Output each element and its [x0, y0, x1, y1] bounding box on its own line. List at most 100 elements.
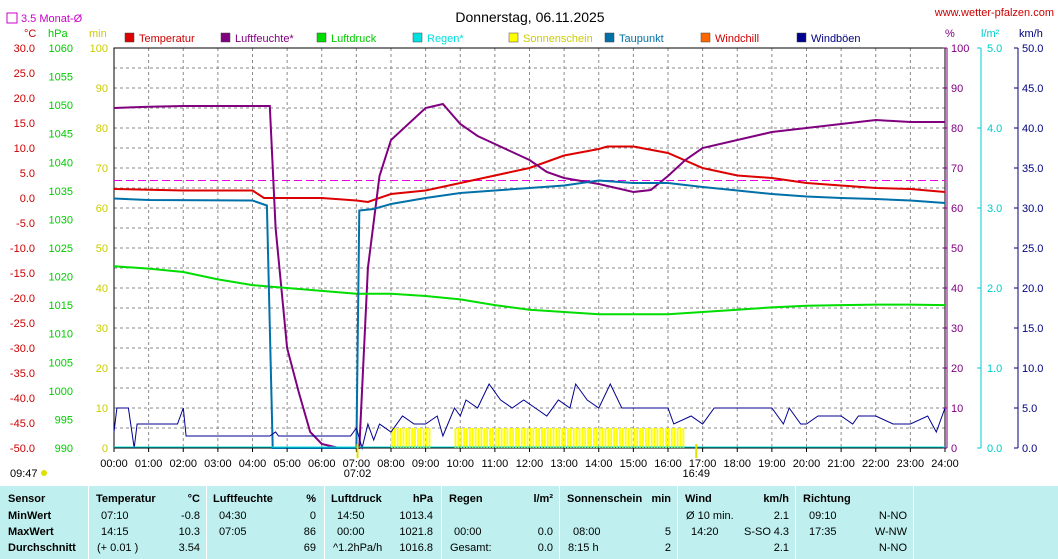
minutes-tick-label: 80	[96, 123, 108, 135]
temperature-tick-label: 25.0	[14, 68, 35, 80]
pressure-line	[113, 265, 946, 316]
temperature-tick-label: 30.0	[14, 43, 35, 55]
wind-tick-label: 10.0	[1022, 363, 1043, 375]
temperature-tick-label: -45.0	[10, 418, 35, 430]
sunshine-bar	[633, 428, 636, 448]
avg-legend-icon	[6, 12, 18, 24]
pressure-avg-note: ^1.2hPa/h	[333, 542, 383, 554]
rain-max-time: 00:00	[454, 526, 482, 538]
legend-label: Sonnenschein	[523, 33, 593, 45]
pressure-tick-label: 1050	[49, 100, 73, 112]
time-tick-label: 21:00	[827, 458, 855, 470]
humidity-max-time: 07:05	[219, 526, 247, 538]
pressure-max-time: 00:00	[337, 526, 365, 538]
sunshine-bar	[598, 428, 601, 448]
sunshine-bar	[676, 428, 679, 448]
sunshine-bar	[653, 428, 656, 448]
minutes-tick-label: 100	[90, 43, 108, 55]
temperature-tick-label: -10.0	[10, 243, 35, 255]
rain-tick-label: 4.0	[987, 123, 1002, 135]
sunshine-bar	[509, 428, 512, 448]
direction-column: Richtung 09:10 N-NO 17:35 W-NW N-NO	[795, 486, 913, 559]
sunshine-bar	[425, 428, 428, 448]
sunshine-bar	[647, 428, 650, 448]
rain-sum-value: 0.0	[537, 542, 553, 554]
sunshine-bar	[497, 428, 500, 448]
legend-label: Luftfeuchte*	[235, 33, 294, 45]
sunshine-unit: min	[651, 493, 671, 505]
wind-title: Wind	[685, 493, 712, 505]
sunshine-bar	[630, 428, 633, 448]
sunshine-bar	[538, 428, 541, 448]
sunshine-bar	[414, 428, 416, 448]
sunshine-bar	[624, 428, 627, 448]
sunshine-bar	[526, 428, 529, 448]
sunshine-bar	[618, 428, 621, 448]
sunshine-bar	[659, 428, 662, 448]
wind-max-direction: S-SO	[744, 526, 771, 538]
sunshine-bar	[604, 428, 607, 448]
row-label-max: MaxWert	[8, 526, 54, 538]
legend-swatch	[508, 32, 519, 43]
rain-column: Regen l/m² 00:00 0.0 Gesamt: 0.0	[441, 486, 559, 559]
sunshine-sum-value: 2	[664, 542, 671, 554]
summary-table: Sensor MinWert MaxWert Durchschnitt Temp…	[0, 486, 1058, 559]
sunshine-bar	[584, 428, 587, 448]
humidity-tick-label: 100	[951, 43, 969, 55]
legend-swatch	[604, 32, 615, 43]
wind-tick-label: 15.0	[1022, 323, 1043, 335]
sunshine-bar	[480, 428, 483, 448]
sunshine-bar	[500, 428, 503, 448]
sunshine-bar	[517, 428, 520, 448]
wind-gust-line	[113, 382, 946, 450]
pressure-tick-label: 1010	[49, 329, 73, 341]
wind-tick-label: 50.0	[1022, 43, 1043, 55]
sunrise-time: 07:02	[344, 468, 372, 480]
time-tick-label: 17:00	[689, 458, 717, 470]
temperature-title: Temperatur	[96, 493, 156, 505]
sunshine-bar	[399, 428, 402, 448]
sunshine-bar	[552, 428, 555, 448]
sunshine-bar	[569, 428, 572, 448]
wind-max-value: 4.3	[773, 526, 789, 538]
sunshine-bar	[578, 428, 581, 448]
sunshine-bar	[419, 428, 422, 448]
legend-label: Windchill	[715, 33, 759, 45]
website-label[interactable]: www.wetter-pfalzen.com	[934, 7, 1054, 19]
humidity-unit-label: %	[945, 28, 955, 40]
sunshine-title: Sonnenschein	[567, 493, 643, 505]
sunshine-bar	[506, 428, 509, 448]
legend-swatch	[700, 32, 711, 43]
sunshine-bar	[607, 428, 610, 448]
sunshine-bar	[512, 428, 515, 448]
temperature-tick-label: -50.0	[10, 443, 35, 455]
temperature-unit-label: °C	[24, 28, 36, 40]
time-tick-label: 11:00	[482, 458, 509, 470]
sunshine-bar	[520, 428, 523, 448]
direction-max-time: 17:35	[809, 526, 837, 538]
humidity-tick-label: 80	[951, 123, 963, 135]
pressure-tick-label: 1015	[49, 300, 73, 312]
rain-tick-label: 2.0	[987, 283, 1002, 295]
humidity-tick-label: 0	[951, 443, 957, 455]
sunshine-bar	[613, 428, 616, 448]
sunshine-bar	[639, 428, 642, 448]
sunshine-bar	[535, 428, 538, 448]
temperature-tick-label: -40.0	[10, 393, 35, 405]
sunshine-bar	[592, 428, 595, 448]
empty-column	[913, 486, 1058, 559]
sunshine-bar	[457, 428, 460, 448]
sunshine-bar	[561, 428, 564, 448]
pressure-tick-label: 1025	[49, 243, 73, 255]
pressure-min-time: 14:50	[337, 510, 365, 522]
time-tick-label: 07:00	[343, 458, 371, 470]
sunshine-bar	[575, 428, 578, 448]
sunshine-bar	[474, 428, 477, 448]
sunshine-bar	[503, 428, 506, 448]
sunshine-bar	[636, 428, 639, 448]
humidity-tick-label: 70	[951, 163, 963, 175]
humidity-tick-label: 50	[951, 243, 963, 255]
minutes-tick-label: 90	[96, 83, 108, 95]
temperature-tick-label: 5.0	[20, 168, 35, 180]
sunshine-bar	[567, 428, 569, 448]
